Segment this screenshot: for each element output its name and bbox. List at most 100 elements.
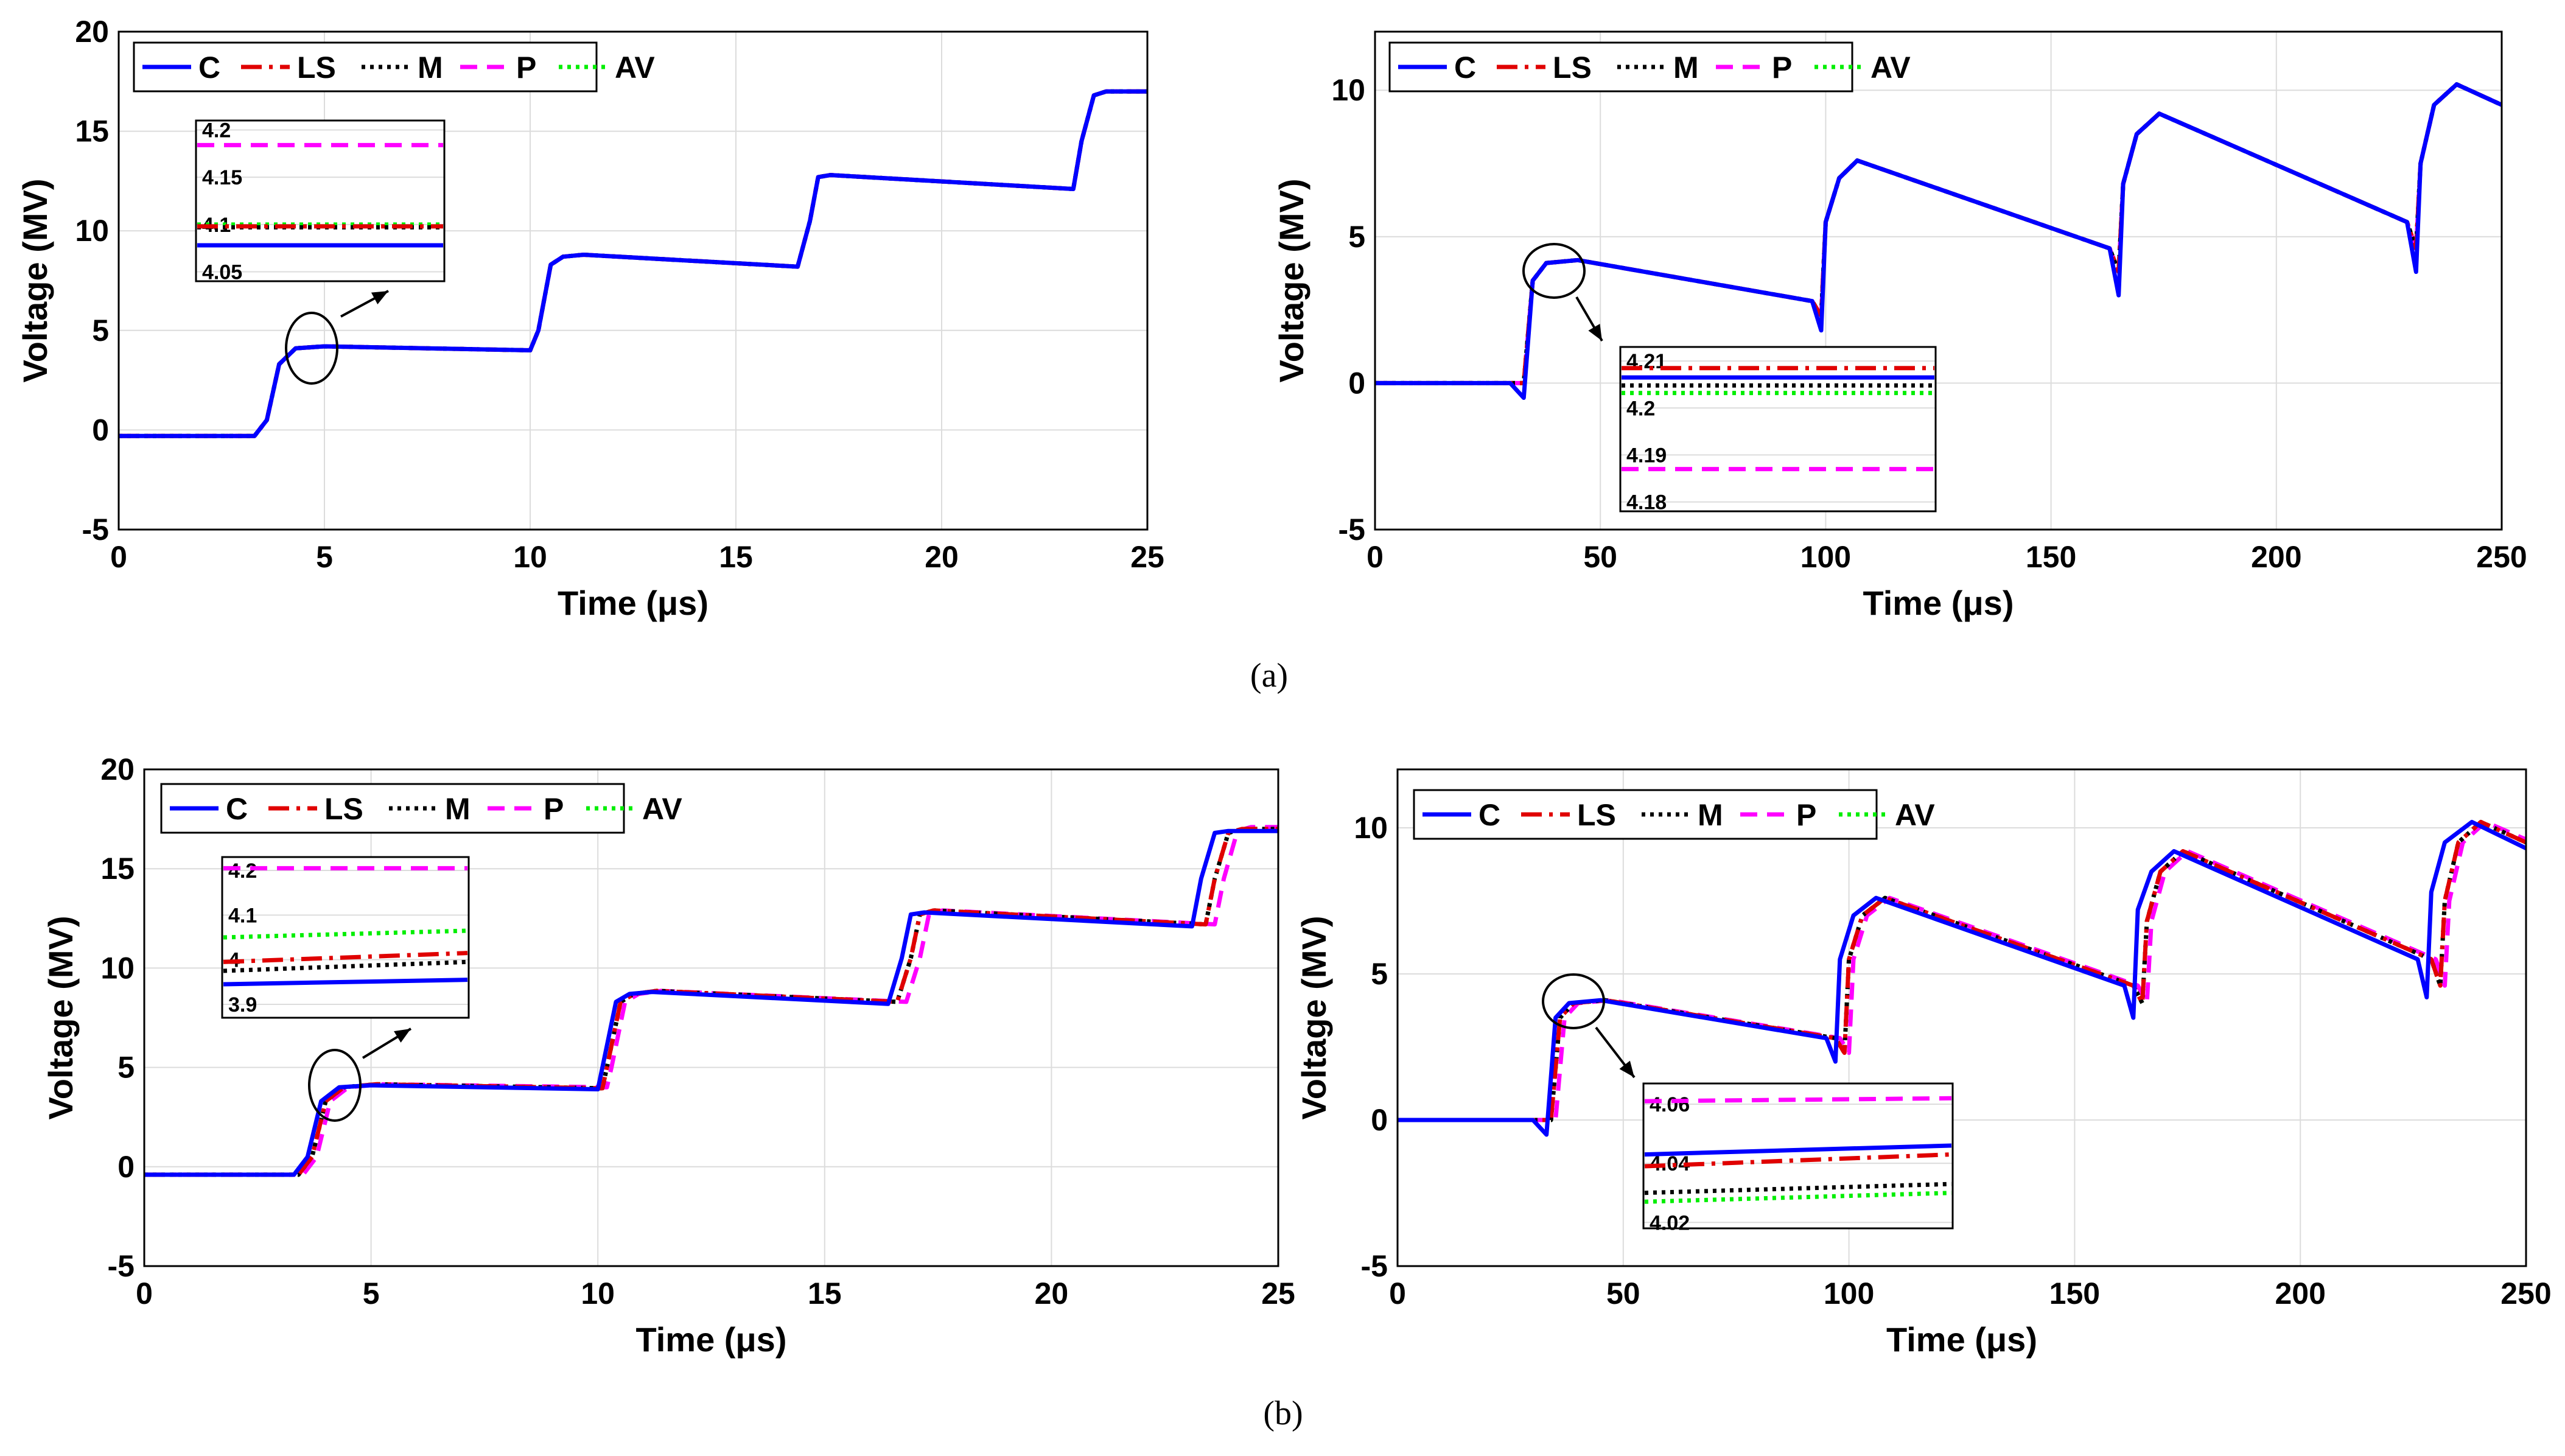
inset-tick-label: 4.2	[228, 859, 257, 883]
inset-tick-label: 4.02	[1650, 1211, 1690, 1234]
zoom-arrow-head	[394, 1029, 411, 1043]
zoom-arrow-head	[1619, 1060, 1634, 1077]
x-tick-label: 100	[1824, 1276, 1874, 1311]
legend-label-C: C	[226, 792, 248, 826]
x-tick-label: 0	[136, 1276, 153, 1311]
legend-label-LS: LS	[324, 792, 363, 826]
caption-b: (b)	[1263, 1395, 1303, 1432]
legend: C LS M P AV	[1413, 789, 1935, 840]
x-axis-label: Time (μs)	[1863, 584, 2014, 622]
x-tick-label: 0	[1389, 1276, 1406, 1311]
inset-tick-label: 3.9	[228, 993, 257, 1017]
x-tick-label: 5	[316, 540, 333, 574]
y-tick-label: -5	[108, 1249, 135, 1283]
inset-tick-label: 4.18	[1626, 491, 1667, 514]
y-tick-label: -5	[1338, 513, 1365, 547]
legend-label-P: P	[1796, 798, 1816, 832]
y-axis-label: Voltage (MV)	[16, 179, 54, 383]
inset-line-LS	[1644, 1152, 1952, 1169]
inset-area	[222, 857, 469, 1018]
inset-tick-label: 4.19	[1626, 444, 1667, 467]
inset-tick-label: 4.06	[1650, 1093, 1690, 1116]
legend-label-C: C	[1478, 798, 1500, 832]
legend-label-M: M	[418, 51, 443, 85]
inset-line-C	[1644, 1143, 1952, 1157]
x-tick-label: 25	[1261, 1276, 1295, 1311]
y-tick-label: 10	[75, 214, 109, 248]
legend-label-LS: LS	[1577, 798, 1616, 832]
inset-line-AV	[223, 928, 468, 940]
x-tick-label: 15	[719, 540, 753, 574]
y-tick-label: 20	[75, 15, 109, 49]
series-line-M	[1398, 819, 2526, 1122]
x-tick-label: 0	[1366, 540, 1384, 574]
inset-tick-label: 4.05	[202, 261, 242, 284]
y-tick-label: 15	[100, 852, 135, 886]
y-tick-label: 0	[92, 413, 109, 447]
x-tick-label: 150	[2026, 540, 2076, 574]
y-tick-label: 5	[1371, 957, 1388, 991]
zoom-arrow-head	[371, 291, 388, 305]
legend-label-P: P	[1772, 51, 1792, 85]
x-tick-label: 250	[2500, 1276, 2551, 1311]
legend: C LS M P AV	[1388, 41, 1911, 93]
inset: 4.184.194.24.21	[1619, 346, 1937, 514]
y-tick-label: 0	[117, 1150, 135, 1184]
inset-area	[196, 121, 444, 281]
x-tick-label: 10	[581, 1276, 615, 1311]
inset: 4.024.044.06	[1642, 1082, 1954, 1234]
x-tick-label: 150	[2049, 1276, 2100, 1311]
legend-label-P: P	[544, 792, 564, 826]
legend-label-AV: AV	[642, 792, 682, 826]
inset-area	[1643, 1083, 1953, 1228]
y-tick-label: 10	[100, 951, 135, 985]
inset-line-AV	[1644, 1191, 1952, 1204]
legend-label-M: M	[1698, 798, 1723, 832]
series-line-LS	[1398, 819, 2526, 1122]
legend: C LS M P AV	[133, 41, 655, 93]
zoom-highlight-ellipse	[1542, 973, 1605, 1029]
zoom-highlight-ellipse	[285, 312, 338, 385]
inset-line-C	[223, 978, 468, 987]
inset-tick-label: 4.2	[202, 119, 231, 142]
y-tick-label: 10	[1331, 73, 1365, 107]
inset-area	[1620, 347, 1936, 511]
x-tick-label: 50	[1606, 1276, 1640, 1311]
y-axis-label: Voltage (MV)	[41, 916, 80, 1120]
series-line-C	[144, 828, 1278, 1177]
axes-box	[117, 30, 1149, 531]
x-tick-label: 10	[513, 540, 547, 574]
legend-label-C: C	[198, 51, 220, 85]
legend-label-P: P	[516, 51, 536, 85]
y-axis-label: Voltage (MV)	[1272, 179, 1310, 383]
x-tick-label: 15	[808, 1276, 842, 1311]
zoom-arrow-head	[1588, 323, 1602, 341]
series-line-C	[1398, 819, 2526, 1137]
inset: 3.944.14.2	[221, 856, 470, 1019]
x-axis-label: Time (μs)	[1886, 1320, 2037, 1359]
axes-box	[1396, 768, 2527, 1267]
x-tick-label: 200	[2275, 1276, 2325, 1311]
x-tick-label: 25	[1130, 540, 1164, 574]
inset-box	[221, 856, 470, 1019]
inset-box	[1642, 1082, 1954, 1230]
y-tick-label: -5	[1361, 1249, 1388, 1283]
axes-box	[1374, 30, 2503, 531]
y-axis-label: Voltage (MV)	[1295, 916, 1333, 1120]
legend-label-C: C	[1454, 51, 1476, 85]
plot-area	[1375, 32, 2502, 530]
legend-label-AV: AV	[615, 51, 655, 85]
axes-box	[143, 768, 1279, 1267]
x-axis-label: Time (μs)	[558, 584, 709, 622]
legend-label-M: M	[445, 792, 471, 826]
legend-label-AV: AV	[1895, 798, 1935, 832]
legend-label-LS: LS	[297, 51, 336, 85]
legend-box	[1388, 41, 1853, 93]
y-tick-label: 5	[117, 1051, 135, 1085]
x-tick-label: 20	[925, 540, 959, 574]
